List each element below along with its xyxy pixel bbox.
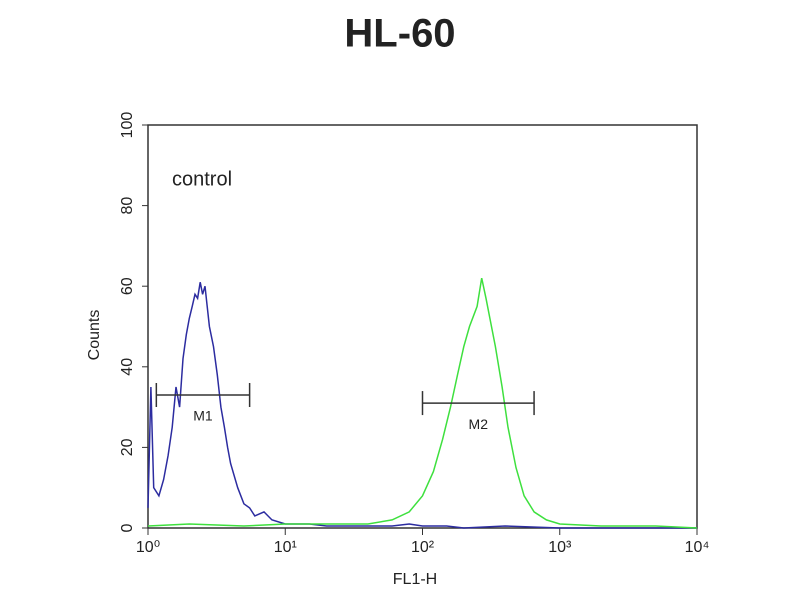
- annotation: control: [172, 168, 232, 190]
- y-tick-label: 80: [119, 197, 136, 215]
- x-tick-label: 10³: [548, 539, 572, 556]
- series-line: [147, 282, 697, 529]
- y-tick-label: 0: [119, 523, 136, 532]
- y-tick-label: 20: [119, 438, 136, 456]
- x-axis-label: FL1-H: [393, 571, 437, 588]
- x-tick-label: 10²: [411, 539, 435, 556]
- x-tick-label: 10¹: [274, 539, 297, 556]
- marker-label: M1: [193, 408, 213, 424]
- x-tick-label: 10⁰: [136, 539, 160, 556]
- y-tick-label: 40: [119, 358, 136, 376]
- y-tick-label: 60: [119, 277, 136, 295]
- y-axis-label: Counts: [86, 310, 103, 361]
- y-tick-label: 100: [119, 112, 136, 139]
- x-tick-label: 10⁴: [685, 539, 710, 556]
- chart-title: HL-60: [344, 12, 455, 56]
- marker-label: M2: [469, 416, 489, 432]
- series-line: [147, 277, 698, 529]
